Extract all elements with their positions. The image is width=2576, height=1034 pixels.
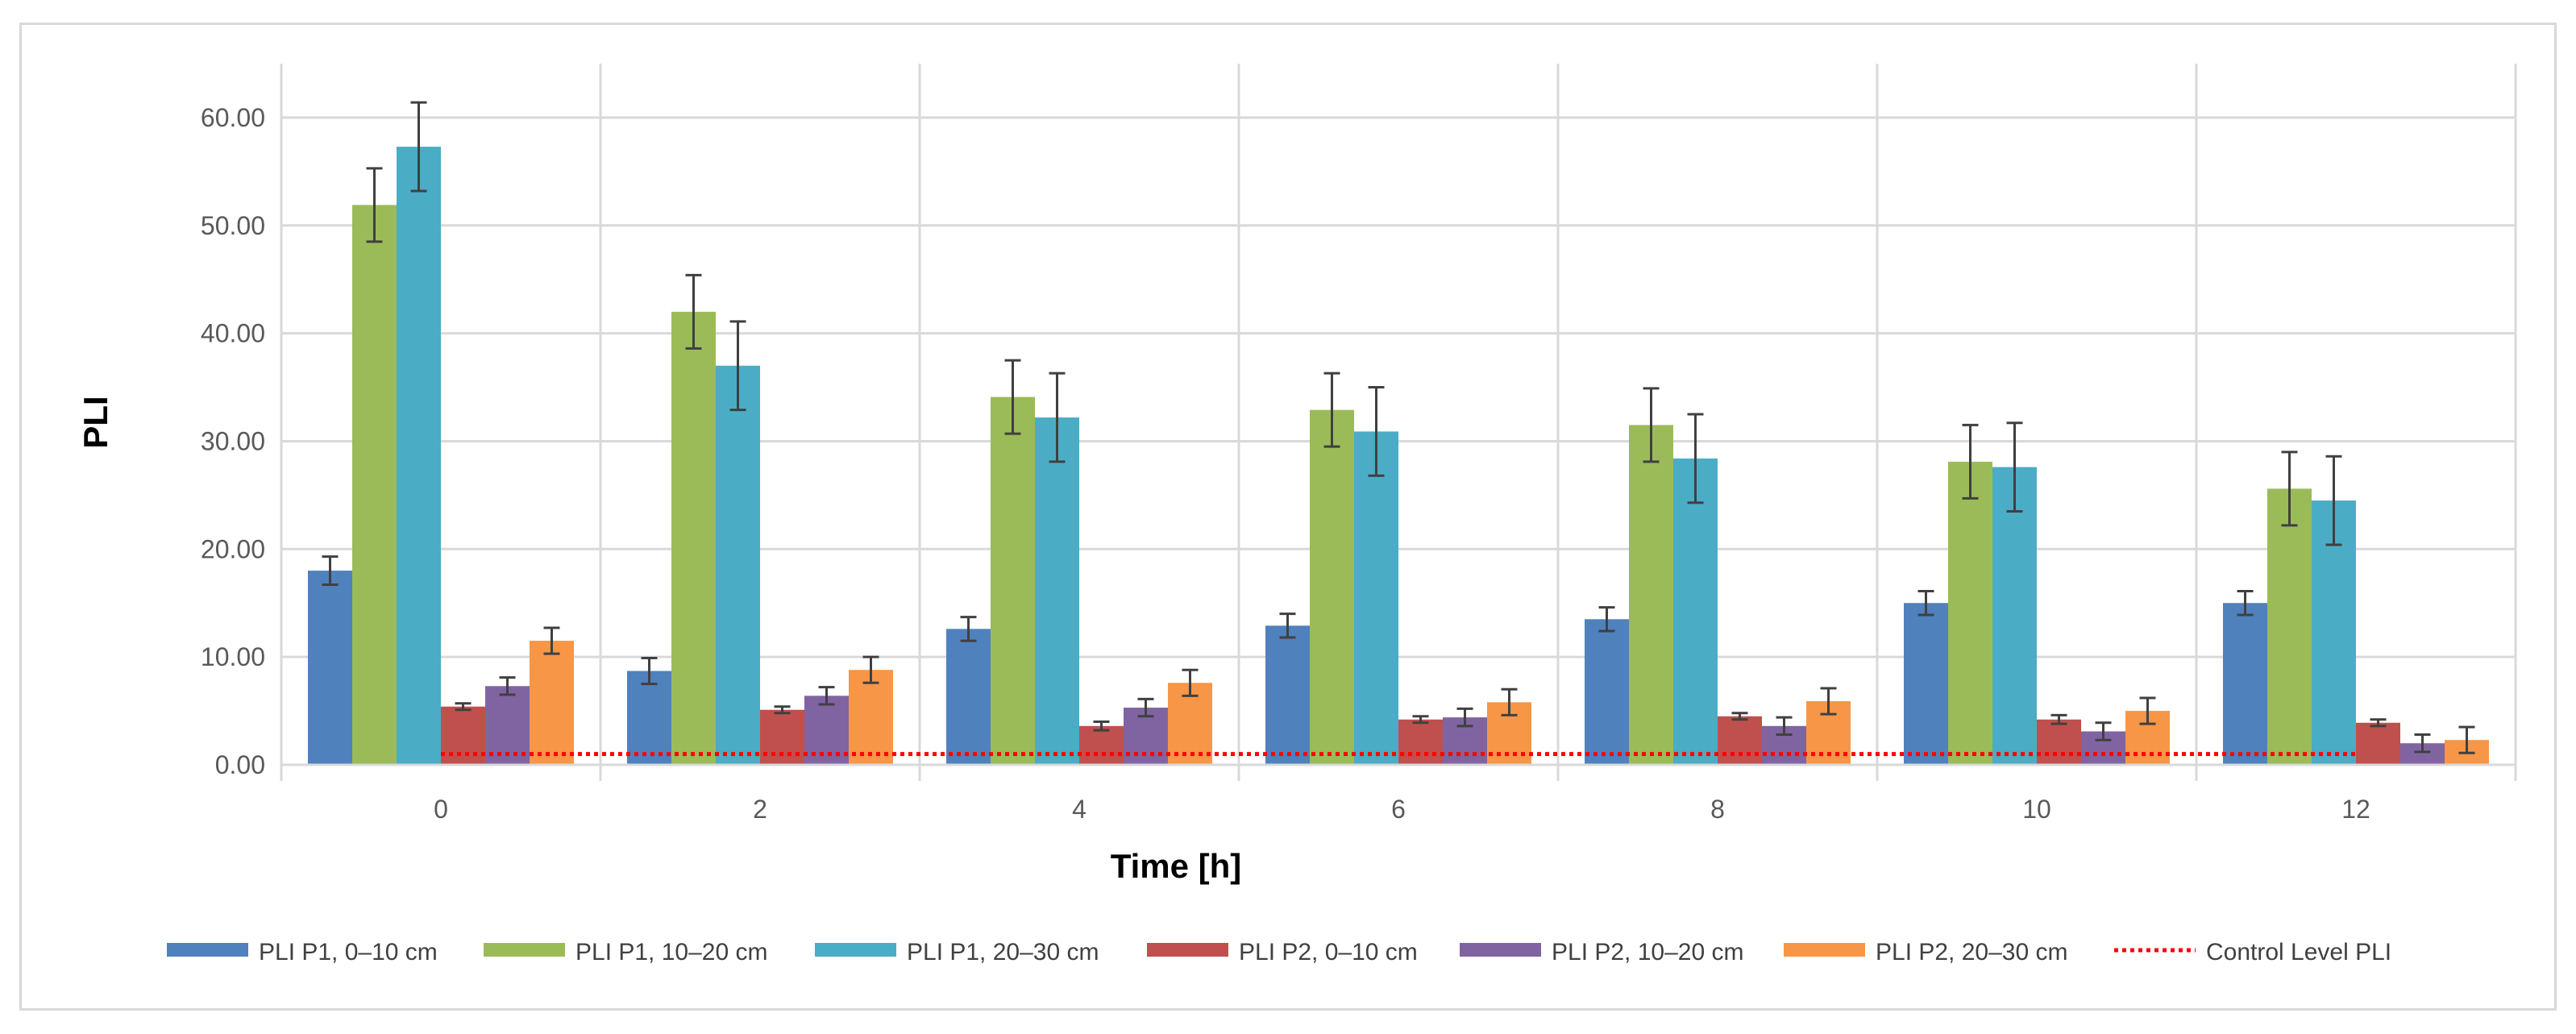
bars	[308, 147, 2489, 766]
legend-swatch	[1460, 943, 1541, 957]
legend-swatch	[815, 943, 896, 957]
x-tick-label: 0	[434, 795, 448, 824]
x-axis-title: Time [h]	[1111, 847, 1242, 885]
bar	[849, 670, 893, 765]
x-tick-label: 4	[1072, 795, 1086, 824]
bar	[1585, 619, 1629, 765]
y-tick-label: 40.00	[201, 319, 265, 348]
error-bars	[322, 101, 2475, 754]
bar	[530, 641, 574, 765]
legend-item: PLI P1, 20–30 cm	[815, 939, 1099, 965]
y-tick-label: 60.00	[201, 103, 265, 132]
bar	[2223, 603, 2267, 765]
bar	[1718, 716, 1762, 765]
bar	[627, 671, 671, 765]
legend-item: PLI P2, 10–20 cm	[1460, 939, 1743, 965]
gridlines	[280, 64, 2517, 781]
legend-item: PLI P1, 10–20 cm	[484, 939, 767, 965]
y-tick-label: 20.00	[201, 534, 265, 563]
bar	[1673, 458, 1718, 765]
bar	[352, 205, 397, 766]
y-tick-label: 10.00	[201, 642, 265, 671]
bar	[441, 706, 485, 765]
x-tick-label: 10	[2022, 795, 2051, 824]
x-tick-label: 6	[1391, 795, 1406, 824]
legend-item: PLI P1, 0–10 cm	[167, 939, 438, 965]
bar	[1079, 725, 1124, 765]
bar	[991, 397, 1035, 765]
legend: PLI P1, 0–10 cm PLI P1, 10–20 cm PLI P1, 2…	[167, 939, 2391, 965]
bar	[760, 709, 804, 765]
x-tick-label: 2	[753, 795, 767, 824]
x-tick-label: 12	[2341, 795, 2370, 824]
legend-label: PLI P2, 0–10 cm	[1239, 939, 1418, 965]
axes: 0.00 10.00 20.00 30.00 40.00 50.00 60.00 0 2 4 6 8 1…	[201, 103, 2516, 824]
bar	[2356, 722, 2400, 765]
bar	[2037, 719, 2081, 765]
bar	[1354, 431, 1398, 765]
bar	[946, 629, 991, 765]
y-tick-label: 0.00	[215, 750, 265, 779]
legend-swatch	[1147, 943, 1228, 957]
x-tick-label: 8	[1710, 795, 1725, 824]
bar	[1398, 719, 1443, 765]
bar	[716, 365, 760, 765]
bar	[397, 147, 441, 766]
bar	[308, 571, 352, 765]
legend-label: PLI P1, 20–30 cm	[907, 939, 1099, 965]
chart-frame: 0.00 10.00 20.00 30.00 40.00 50.00 60.00 0 2 4 6 8 1…	[19, 23, 2557, 1011]
y-tick-label: 30.00	[201, 426, 265, 455]
bar	[2267, 488, 2312, 765]
bar	[485, 686, 530, 765]
legend-label: PLI P2, 20–30 cm	[1876, 939, 2067, 965]
bar-chart: 0.00 10.00 20.00 30.00 40.00 50.00 60.00 0 2 4 6 8 1…	[77, 64, 2517, 965]
bar	[671, 311, 716, 765]
bar	[1265, 625, 1310, 765]
legend-item: PLI P2, 0–10 cm	[1147, 939, 1418, 965]
bar	[1992, 467, 2037, 765]
bar	[1035, 417, 1079, 765]
bar	[1629, 425, 1673, 765]
bar	[1948, 461, 1992, 765]
bar	[1904, 603, 1948, 765]
legend-label: PLI P1, 10–20 cm	[575, 939, 767, 965]
y-axis-title: PLI	[77, 396, 114, 448]
legend-item: Control Level PLI	[2114, 939, 2391, 965]
legend-label: Control Level PLI	[2206, 939, 2391, 965]
legend-swatch	[484, 943, 565, 957]
y-tick-label: 50.00	[201, 211, 265, 240]
bar	[1310, 409, 1354, 765]
legend-swatch	[167, 943, 248, 957]
bar	[804, 696, 849, 765]
legend-swatch	[1784, 943, 1865, 957]
legend-label: PLI P2, 10–20 cm	[1552, 939, 1743, 965]
legend-item: PLI P2, 20–30 cm	[1784, 939, 2067, 965]
legend-label: PLI P1, 0–10 cm	[259, 939, 438, 965]
